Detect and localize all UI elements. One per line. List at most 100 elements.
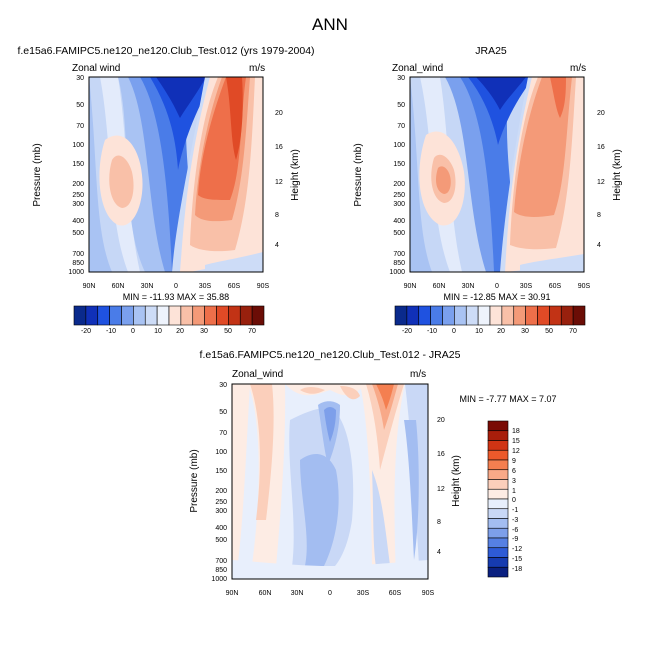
svg-text:-20: -20: [81, 328, 91, 335]
panel-difference-ylabel: Pressure (mb): [189, 449, 200, 512]
svg-text:-3: -3: [512, 517, 518, 524]
colorbar-swatch: [487, 488, 509, 500]
svg-text:300: 300: [215, 508, 227, 515]
panel-difference-colorbar: [487, 420, 509, 578]
colorbar-swatch: [454, 305, 467, 326]
svg-text:150: 150: [72, 161, 84, 168]
svg-text:1000: 1000: [389, 269, 405, 276]
svg-text:12: 12: [512, 448, 520, 455]
colorbar-swatch: [251, 305, 265, 326]
colorbar-swatch: [487, 440, 509, 451]
panel-difference-colorbar-labels: 18 15 12 9 6 3 1 0 -1 -3 -6 -9 -12 -15 -…: [512, 428, 522, 573]
panel-difference-frame: [231, 383, 429, 580]
svg-text:60S: 60S: [228, 283, 241, 290]
panel-difference-height-ticks: 20 16 12 8 4: [437, 417, 445, 556]
colorbar-swatch: [109, 305, 122, 326]
svg-text:3: 3: [512, 478, 516, 485]
svg-text:100: 100: [393, 142, 405, 149]
svg-text:60S: 60S: [389, 590, 402, 597]
svg-text:300: 300: [72, 201, 84, 208]
svg-text:850: 850: [393, 260, 405, 267]
colorbar-swatch: [549, 305, 562, 326]
svg-text:250: 250: [215, 499, 227, 506]
svg-text:850: 850: [72, 260, 84, 267]
colorbar-swatch: [560, 305, 574, 326]
svg-text:16: 16: [597, 144, 605, 151]
svg-text:50: 50: [397, 102, 405, 109]
svg-text:60N: 60N: [259, 590, 272, 597]
colorbar-swatch: [477, 305, 491, 326]
panel-model-title: f.e15a6.FAMIPC5.ne120_ne120.Club_Test.01…: [17, 45, 314, 57]
panel-reanalysis-x-ticks: 90N 60N 30N 0 30S 60S 90S: [404, 283, 591, 290]
svg-text:0: 0: [174, 283, 178, 290]
colorbar-swatch: [487, 430, 509, 441]
svg-text:-9: -9: [512, 536, 518, 543]
svg-text:9: 9: [512, 458, 516, 465]
colorbar-swatch: [418, 305, 431, 326]
panel-model-x-ticks: 90N 60N 30N 0 30S 60S 90S: [83, 283, 270, 290]
svg-text:90S: 90S: [422, 590, 435, 597]
colorbar-swatch: [204, 305, 217, 326]
svg-text:1000: 1000: [68, 269, 84, 276]
colorbar-swatch: [489, 305, 503, 326]
svg-text:20: 20: [176, 328, 184, 335]
colorbar-swatch: [85, 305, 99, 326]
svg-text:150: 150: [393, 161, 405, 168]
panel-model: f.e15a6.FAMIPC5.ne120_ne120.Club_Test.01…: [17, 45, 314, 335]
svg-text:200: 200: [215, 488, 227, 495]
colorbar-swatch: [144, 305, 158, 326]
svg-text:0: 0: [131, 328, 135, 335]
svg-text:100: 100: [72, 142, 84, 149]
svg-text:150: 150: [215, 468, 227, 475]
panel-difference-field-label: Zonal_wind: [232, 369, 283, 380]
panel-reanalysis-y-ticks: 30 50 70 100 150 200 250 300 400 500 700…: [389, 75, 405, 276]
svg-text:700: 700: [393, 251, 405, 258]
svg-text:70: 70: [76, 123, 84, 130]
svg-text:50: 50: [545, 328, 553, 335]
svg-text:30: 30: [219, 382, 227, 389]
svg-text:8: 8: [275, 212, 279, 219]
svg-text:30S: 30S: [357, 590, 370, 597]
colorbar-swatch: [228, 305, 241, 326]
panel-model-ylabel: Pressure (mb): [32, 143, 43, 206]
panel-difference-ylabel-right: Height (km): [451, 455, 462, 507]
svg-text:400: 400: [393, 218, 405, 225]
svg-text:60N: 60N: [112, 283, 125, 290]
panel-model-stats: MIN = -11.93 MAX = 35.88: [123, 292, 229, 302]
svg-text:60N: 60N: [433, 283, 446, 290]
panel-reanalysis-ylabel: Pressure (mb): [353, 143, 364, 206]
panel-model-units: m/s: [249, 63, 265, 74]
colorbar-swatch: [97, 305, 110, 326]
svg-text:6: 6: [512, 468, 516, 475]
colorbar-swatch: [442, 305, 455, 326]
svg-text:30N: 30N: [141, 283, 154, 290]
svg-text:200: 200: [72, 181, 84, 188]
svg-text:300: 300: [393, 201, 405, 208]
svg-text:850: 850: [215, 567, 227, 574]
colorbar-swatch: [487, 557, 509, 568]
colorbar-swatch: [180, 305, 194, 326]
svg-text:0: 0: [328, 590, 332, 597]
svg-text:20: 20: [597, 110, 605, 117]
svg-text:60S: 60S: [549, 283, 562, 290]
colorbar-swatch: [487, 518, 509, 529]
svg-text:30: 30: [200, 328, 208, 335]
svg-text:4: 4: [437, 549, 441, 556]
colorbar-swatch: [487, 566, 509, 578]
svg-text:250: 250: [393, 192, 405, 199]
panel-reanalysis: JRA25 Zonal_wind m/s 30 50 70 100: [353, 45, 623, 335]
colorbar-swatch: [487, 479, 509, 490]
colorbar-swatch: [156, 305, 170, 326]
svg-text:0: 0: [495, 283, 499, 290]
colorbar-swatch: [487, 498, 509, 510]
svg-text:500: 500: [393, 230, 405, 237]
panel-model-frame: [88, 76, 264, 273]
panel-reanalysis-field-label: Zonal_wind: [392, 63, 443, 74]
svg-text:30S: 30S: [520, 283, 533, 290]
panel-difference-x-ticks: 90N 60N 30N 0 30S 60S 90S: [226, 590, 435, 597]
panel-difference-y-ticks: 30 50 70 100 150 200 250 300 400 500 700…: [211, 382, 227, 583]
svg-text:12: 12: [437, 486, 445, 493]
svg-text:30: 30: [76, 75, 84, 82]
colorbar-swatch: [239, 305, 253, 326]
svg-text:700: 700: [215, 558, 227, 565]
